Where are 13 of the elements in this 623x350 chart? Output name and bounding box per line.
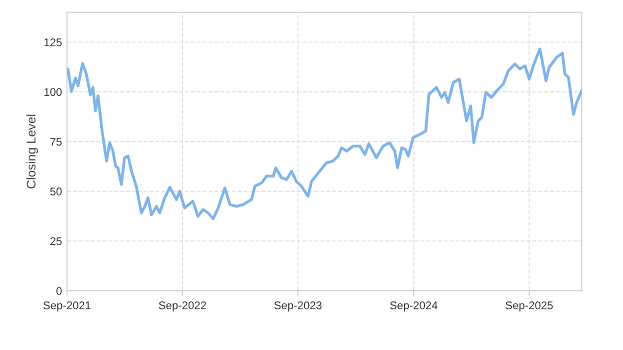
x-tick-label: Sep-2024 — [390, 301, 438, 312]
y-tick-label: 50 — [50, 188, 62, 196]
y-tick-label: 25 — [50, 237, 62, 246]
y-tick-label: 125 — [44, 38, 62, 46]
y-tick-label: 0 — [56, 286, 62, 295]
y-tick-label: 75 — [50, 138, 62, 146]
line-series — [67, 48, 582, 220]
x-tick-label: Sep-2022 — [158, 301, 206, 312]
x-tick-label: Sep-2023 — [274, 301, 322, 312]
y-axis-title: Closing Level — [26, 114, 38, 188]
x-tick-label: Sep-2025 — [506, 301, 553, 312]
x-tick-label: Sep-2021 — [43, 301, 91, 312]
y-tick-label: 100 — [44, 88, 62, 96]
